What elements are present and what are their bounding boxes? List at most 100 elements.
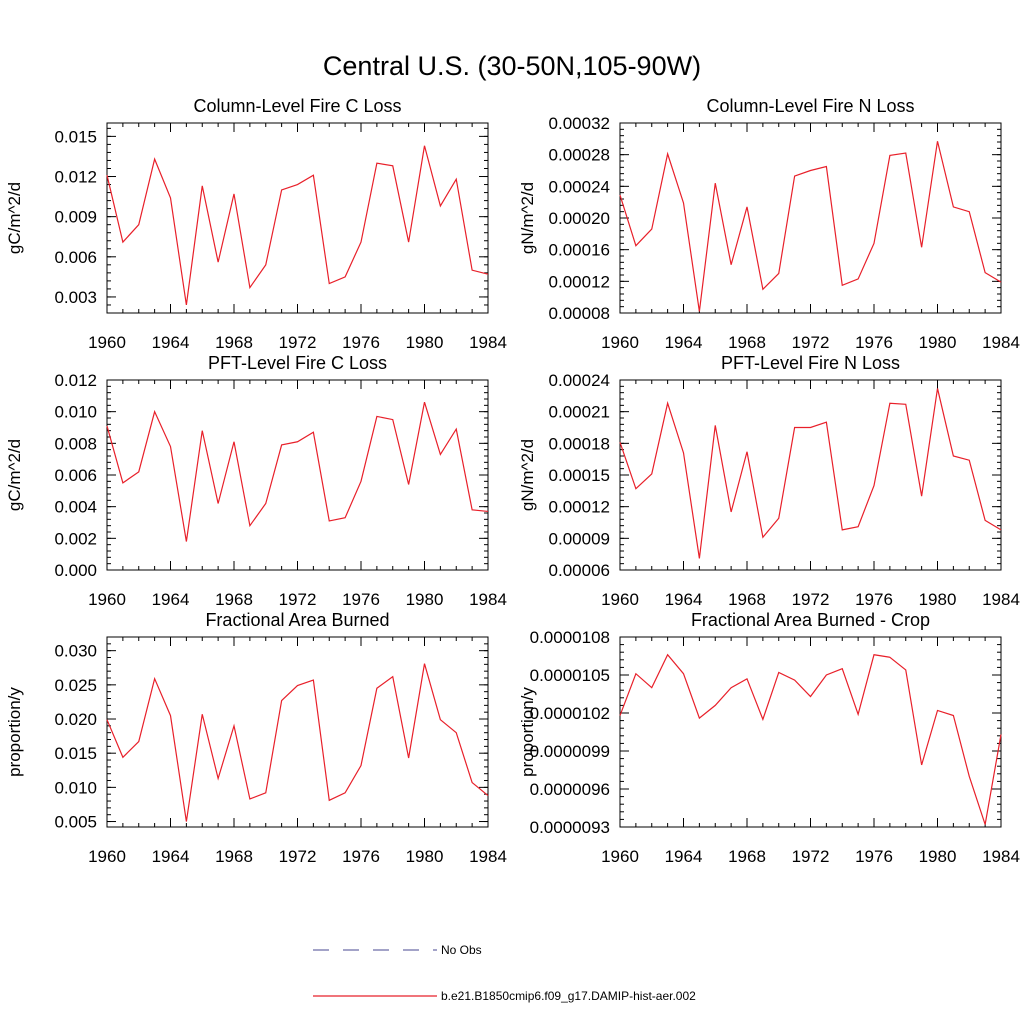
y-tick-label: 0.006: [54, 248, 97, 267]
x-tick-label: 1972: [792, 590, 830, 609]
x-tick-label: 1968: [728, 333, 766, 352]
x-tick-label: 1976: [342, 590, 380, 609]
x-tick-label: 1972: [279, 590, 317, 609]
panel-title: PFT-Level Fire N Loss: [721, 353, 900, 373]
y-tick-label: 0.012: [54, 168, 97, 187]
y-tick-label: 0.00008: [549, 304, 610, 323]
y-tick-label: 0.000: [54, 561, 97, 580]
x-tick-label: 1976: [342, 333, 380, 352]
series-line: [106, 663, 489, 822]
y-tick-label: 0.00021: [549, 403, 610, 422]
x-tick-label: 1964: [152, 847, 190, 866]
legend: No Obs b.e21.B1850cmip6.f09_g17.DAMIP-hi…: [313, 943, 696, 1003]
x-tick-label: 1980: [919, 847, 957, 866]
x-tick-label: 1968: [215, 333, 253, 352]
x-tick-label: 1964: [665, 333, 703, 352]
x-tick-label: 1960: [601, 590, 639, 609]
y-tick-label: 0.0000105: [530, 666, 610, 685]
chart-panel: PFT-Level Fire C Loss gC/m^2/d 1960 1964 196…: [5, 353, 507, 609]
legend-label-model-run: b.e21.B1850cmip6.f09_g17.DAMIP-hist-aer.…: [441, 989, 696, 1003]
y-tick-label: 0.012: [54, 371, 97, 390]
x-tick-label: 1980: [919, 333, 957, 352]
y-tick-label: 0.00018: [549, 434, 610, 453]
y-tick-label: 0.0000108: [530, 628, 610, 647]
x-tick-label: 1980: [919, 590, 957, 609]
y-tick-label: 0.002: [54, 529, 97, 548]
x-tick-label: 1968: [215, 847, 253, 866]
y-tick-label: 0.006: [54, 466, 97, 485]
chart-panels: Column-Level Fire C Loss gC/m^2/d 1960 1964…: [5, 96, 1020, 866]
chart-panel: Fractional Area Burned proportion/y 1960 19…: [5, 610, 507, 866]
y-tick-label: 0.00032: [549, 114, 610, 133]
y-tick-label: 0.00009: [549, 529, 610, 548]
panel-title: PFT-Level Fire C Loss: [208, 353, 387, 373]
y-tick-label: 0.009: [54, 208, 97, 227]
y-tick-label: 0.00028: [549, 146, 610, 165]
x-tick-label: 1968: [728, 847, 766, 866]
x-tick-label: 1984: [982, 333, 1020, 352]
figure-title: Central U.S. (30-50N,105-90W): [323, 51, 701, 81]
x-tick-label: 1964: [665, 590, 703, 609]
plot-frame: [106, 379, 489, 571]
x-tick-label: 1984: [469, 847, 507, 866]
series-line: [619, 141, 1002, 312]
series-line: [106, 401, 489, 542]
y-tick-label: 0.008: [54, 434, 97, 453]
y-tick-label: 0.015: [54, 127, 97, 146]
series-line: [619, 653, 1002, 825]
y-axis-label: gC/m^2/d: [5, 439, 24, 511]
x-tick-label: 1960: [601, 847, 639, 866]
chart-panel: Fractional Area Burned - Crop proportion/…: [518, 610, 1020, 866]
y-tick-label: 0.0000102: [530, 704, 610, 723]
plot-frame: [106, 122, 489, 314]
x-tick-label: 1972: [279, 847, 317, 866]
x-tick-label: 1984: [469, 590, 507, 609]
panel-title: Fractional Area Burned - Crop: [691, 610, 930, 630]
x-tick-label: 1968: [728, 590, 766, 609]
y-tick-label: 0.00016: [549, 241, 610, 260]
x-tick-label: 1976: [855, 590, 893, 609]
y-tick-label: 0.0000099: [530, 742, 610, 761]
y-tick-label: 0.010: [54, 778, 97, 797]
y-tick-label: 0.00006: [549, 561, 610, 580]
x-tick-label: 1964: [152, 590, 190, 609]
y-tick-label: 0.030: [54, 642, 97, 661]
x-tick-label: 1980: [406, 333, 444, 352]
x-tick-label: 1984: [982, 847, 1020, 866]
panel-title: Fractional Area Burned: [205, 610, 389, 630]
x-tick-label: 1976: [855, 333, 893, 352]
y-tick-label: 0.00015: [549, 466, 610, 485]
y-tick-label: 0.015: [54, 744, 97, 763]
y-axis-label: proportion/y: [518, 687, 537, 777]
series-line: [619, 388, 1002, 559]
y-tick-label: 0.0000093: [530, 818, 610, 837]
chart-panel: Column-Level Fire N Loss gN/m^2/d 1960 1964…: [518, 96, 1020, 352]
x-tick-label: 1964: [665, 847, 703, 866]
x-tick-label: 1960: [88, 590, 126, 609]
y-tick-label: 0.010: [54, 403, 97, 422]
y-tick-label: 0.00020: [549, 209, 610, 228]
x-tick-label: 1984: [469, 333, 507, 352]
x-tick-label: 1976: [342, 847, 380, 866]
plot-frame: [619, 379, 1002, 571]
x-tick-label: 1980: [406, 590, 444, 609]
y-tick-label: 0.020: [54, 710, 97, 729]
plot-frame: [106, 636, 489, 828]
y-tick-label: 0.0000096: [530, 780, 610, 799]
x-tick-label: 1976: [855, 847, 893, 866]
plot-frame: [619, 122, 1002, 314]
chart-panel: Column-Level Fire C Loss gC/m^2/d 1960 1964…: [5, 96, 507, 352]
y-axis-label: proportion/y: [5, 687, 24, 777]
x-tick-label: 1972: [792, 333, 830, 352]
legend-label-no-obs: No Obs: [441, 943, 482, 957]
panel-title: Column-Level Fire C Loss: [193, 96, 401, 116]
panel-title: Column-Level Fire N Loss: [706, 96, 914, 116]
y-axis-label: gC/m^2/d: [5, 182, 24, 254]
y-tick-label: 0.004: [54, 498, 97, 517]
x-tick-label: 1960: [88, 847, 126, 866]
x-tick-label: 1968: [215, 590, 253, 609]
y-tick-label: 0.005: [54, 813, 97, 832]
x-tick-label: 1972: [792, 847, 830, 866]
